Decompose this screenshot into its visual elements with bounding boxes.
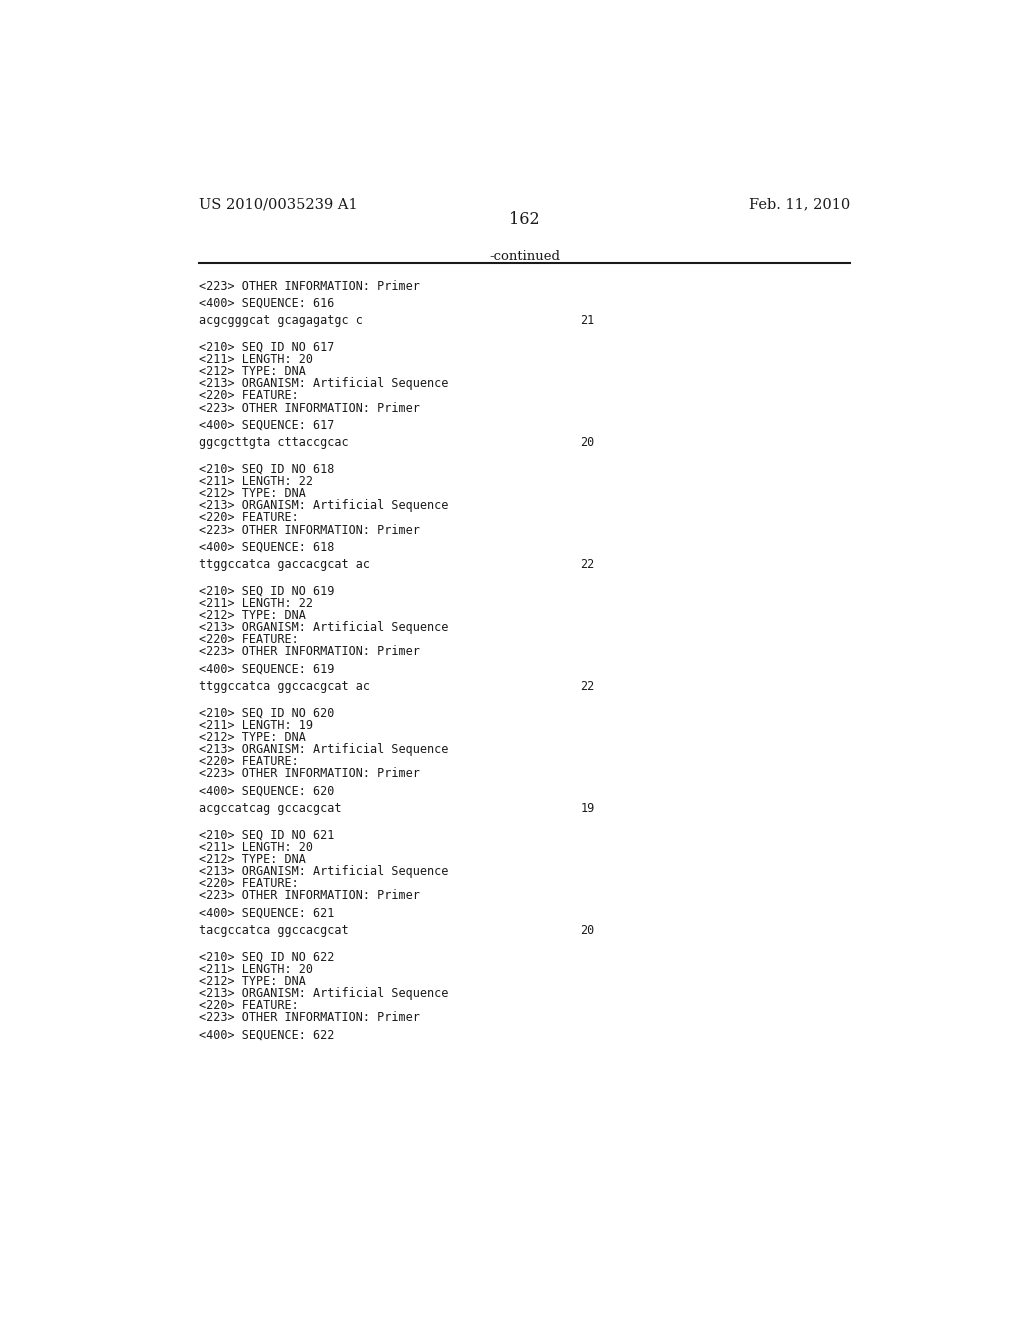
Text: <223> OTHER INFORMATION: Primer: <223> OTHER INFORMATION: Primer [200,524,420,536]
Text: <212> TYPE: DNA: <212> TYPE: DNA [200,974,306,987]
Text: <211> LENGTH: 22: <211> LENGTH: 22 [200,597,313,610]
Text: <212> TYPE: DNA: <212> TYPE: DNA [200,731,306,744]
Text: ggcgcttgta cttaccgcac: ggcgcttgta cttaccgcac [200,436,349,449]
Text: ttggccatca gaccacgcat ac: ttggccatca gaccacgcat ac [200,558,371,572]
Text: <213> ORGANISM: Artificial Sequence: <213> ORGANISM: Artificial Sequence [200,378,449,391]
Text: ttggccatca ggccacgcat ac: ttggccatca ggccacgcat ac [200,680,371,693]
Text: <400> SEQUENCE: 616: <400> SEQUENCE: 616 [200,297,335,310]
Text: <220> FEATURE:: <220> FEATURE: [200,389,299,403]
Text: <220> FEATURE:: <220> FEATURE: [200,999,299,1012]
Text: <400> SEQUENCE: 617: <400> SEQUENCE: 617 [200,418,335,432]
Text: 22: 22 [581,558,595,572]
Text: <210> SEQ ID NO 622: <210> SEQ ID NO 622 [200,950,335,964]
Text: <213> ORGANISM: Artificial Sequence: <213> ORGANISM: Artificial Sequence [200,987,449,1001]
Text: <220> FEATURE:: <220> FEATURE: [200,878,299,890]
Text: <212> TYPE: DNA: <212> TYPE: DNA [200,853,306,866]
Text: <212> TYPE: DNA: <212> TYPE: DNA [200,487,306,500]
Text: <223> OTHER INFORMATION: Primer: <223> OTHER INFORMATION: Primer [200,1011,420,1024]
Text: <210> SEQ ID NO 620: <210> SEQ ID NO 620 [200,706,335,719]
Text: <400> SEQUENCE: 620: <400> SEQUENCE: 620 [200,784,335,797]
Text: <211> LENGTH: 20: <211> LENGTH: 20 [200,962,313,975]
Text: <400> SEQUENCE: 619: <400> SEQUENCE: 619 [200,663,335,676]
Text: 20: 20 [581,436,595,449]
Text: <211> LENGTH: 20: <211> LENGTH: 20 [200,352,313,366]
Text: 20: 20 [581,924,595,937]
Text: Feb. 11, 2010: Feb. 11, 2010 [749,197,850,211]
Text: acgcgggcat gcagagatgc c: acgcgggcat gcagagatgc c [200,314,364,327]
Text: <211> LENGTH: 22: <211> LENGTH: 22 [200,475,313,487]
Text: <220> FEATURE:: <220> FEATURE: [200,634,299,647]
Text: <223> OTHER INFORMATION: Primer: <223> OTHER INFORMATION: Primer [200,401,420,414]
Text: <211> LENGTH: 20: <211> LENGTH: 20 [200,841,313,854]
Text: -continued: -continued [489,249,560,263]
Text: <400> SEQUENCE: 618: <400> SEQUENCE: 618 [200,541,335,554]
Text: 21: 21 [581,314,595,327]
Text: <223> OTHER INFORMATION: Primer: <223> OTHER INFORMATION: Primer [200,645,420,659]
Text: <210> SEQ ID NO 618: <210> SEQ ID NO 618 [200,462,335,475]
Text: <212> TYPE: DNA: <212> TYPE: DNA [200,364,306,378]
Text: <400> SEQUENCE: 621: <400> SEQUENCE: 621 [200,907,335,920]
Text: 19: 19 [581,803,595,814]
Text: <220> FEATURE:: <220> FEATURE: [200,511,299,524]
Text: <213> ORGANISM: Artificial Sequence: <213> ORGANISM: Artificial Sequence [200,865,449,878]
Text: US 2010/0035239 A1: US 2010/0035239 A1 [200,197,358,211]
Text: <213> ORGANISM: Artificial Sequence: <213> ORGANISM: Artificial Sequence [200,743,449,756]
Text: <223> OTHER INFORMATION: Primer: <223> OTHER INFORMATION: Primer [200,890,420,903]
Text: <400> SEQUENCE: 622: <400> SEQUENCE: 622 [200,1028,335,1041]
Text: <213> ORGANISM: Artificial Sequence: <213> ORGANISM: Artificial Sequence [200,499,449,512]
Text: <210> SEQ ID NO 619: <210> SEQ ID NO 619 [200,585,335,598]
Text: tacgccatca ggccacgcat: tacgccatca ggccacgcat [200,924,349,937]
Text: <210> SEQ ID NO 621: <210> SEQ ID NO 621 [200,829,335,841]
Text: <220> FEATURE:: <220> FEATURE: [200,755,299,768]
Text: <213> ORGANISM: Artificial Sequence: <213> ORGANISM: Artificial Sequence [200,622,449,634]
Text: 162: 162 [510,211,540,228]
Text: <212> TYPE: DNA: <212> TYPE: DNA [200,609,306,622]
Text: <211> LENGTH: 19: <211> LENGTH: 19 [200,718,313,731]
Text: <223> OTHER INFORMATION: Primer: <223> OTHER INFORMATION: Primer [200,280,420,293]
Text: acgccatcag gccacgcat: acgccatcag gccacgcat [200,803,342,814]
Text: 22: 22 [581,680,595,693]
Text: <223> OTHER INFORMATION: Primer: <223> OTHER INFORMATION: Primer [200,767,420,780]
Text: <210> SEQ ID NO 617: <210> SEQ ID NO 617 [200,341,335,354]
